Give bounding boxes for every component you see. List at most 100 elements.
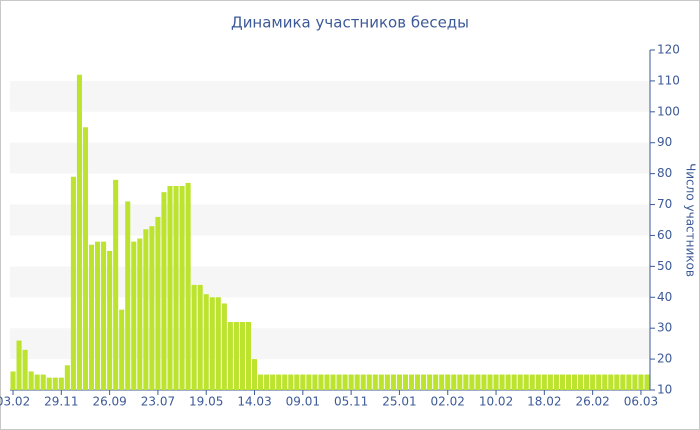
bar bbox=[203, 294, 209, 390]
bar bbox=[493, 374, 499, 390]
x-tick-label: 10.02 bbox=[479, 395, 513, 409]
bar bbox=[82, 127, 89, 390]
bar bbox=[427, 374, 433, 390]
y-tick-label: 70 bbox=[657, 197, 672, 211]
bar bbox=[553, 374, 559, 390]
bar bbox=[155, 216, 161, 390]
y-tick-label: 120 bbox=[657, 43, 680, 57]
bar bbox=[547, 374, 553, 390]
bar bbox=[463, 374, 469, 390]
bar bbox=[179, 186, 185, 390]
y-tick-label: 60 bbox=[657, 228, 672, 242]
grid-band bbox=[10, 142, 650, 174]
bar bbox=[288, 374, 294, 390]
x-tick-label: 14.03 bbox=[237, 395, 271, 409]
y-tick-label: 10 bbox=[657, 383, 672, 397]
y-tick-label: 40 bbox=[657, 290, 672, 304]
x-tick-label: 26.02 bbox=[575, 395, 609, 409]
bar bbox=[64, 365, 70, 390]
bar bbox=[360, 374, 366, 390]
bar bbox=[185, 182, 191, 390]
bar bbox=[445, 374, 451, 390]
bar bbox=[137, 238, 143, 390]
bar bbox=[143, 229, 149, 390]
bar bbox=[209, 297, 215, 390]
bar bbox=[396, 374, 402, 390]
bar bbox=[125, 201, 131, 390]
bar bbox=[433, 374, 439, 390]
bar bbox=[602, 374, 608, 390]
bar bbox=[197, 284, 203, 390]
bar bbox=[312, 374, 318, 390]
bar bbox=[58, 377, 64, 390]
bar bbox=[251, 359, 258, 390]
bar bbox=[264, 374, 270, 390]
bar bbox=[107, 250, 113, 390]
bar bbox=[638, 374, 644, 390]
bar bbox=[300, 374, 306, 390]
bar bbox=[318, 374, 324, 390]
bar bbox=[227, 322, 233, 390]
bar bbox=[131, 241, 137, 390]
bar bbox=[511, 374, 517, 390]
y-tick-label: 90 bbox=[657, 135, 672, 149]
bar bbox=[16, 340, 22, 390]
bar bbox=[276, 374, 282, 390]
bar bbox=[469, 374, 475, 390]
bar bbox=[167, 186, 173, 390]
bar bbox=[10, 371, 16, 390]
bar bbox=[221, 303, 227, 390]
bar bbox=[239, 322, 245, 390]
bar bbox=[608, 374, 614, 390]
bar bbox=[245, 322, 252, 390]
x-tick-label: 26.09 bbox=[92, 395, 126, 409]
bar bbox=[439, 374, 445, 390]
bar bbox=[52, 377, 58, 390]
bar bbox=[559, 374, 565, 390]
bar bbox=[475, 374, 481, 390]
bar bbox=[372, 374, 378, 390]
y-tick-label: 20 bbox=[657, 352, 672, 366]
bar bbox=[408, 374, 415, 390]
bar bbox=[282, 374, 288, 390]
bar bbox=[571, 374, 578, 390]
bar bbox=[644, 374, 650, 390]
bar bbox=[390, 374, 396, 390]
bar bbox=[354, 374, 360, 390]
bar bbox=[402, 374, 409, 390]
x-tick-label: 03.02 bbox=[0, 395, 30, 409]
bar bbox=[523, 374, 529, 390]
bar bbox=[161, 192, 167, 390]
bar bbox=[88, 244, 95, 390]
bar bbox=[590, 374, 596, 390]
bar bbox=[614, 374, 620, 390]
bar bbox=[535, 374, 541, 390]
y-tick-label: 80 bbox=[657, 166, 672, 180]
grid-band bbox=[10, 80, 650, 112]
x-tick-label: 02.02 bbox=[431, 395, 465, 409]
bar bbox=[596, 374, 602, 390]
bar bbox=[113, 179, 119, 390]
bar bbox=[70, 176, 76, 390]
bar bbox=[330, 374, 336, 390]
bar bbox=[348, 374, 354, 390]
x-tick-label: 23.07 bbox=[141, 395, 175, 409]
bar bbox=[34, 374, 40, 390]
bar bbox=[101, 241, 107, 390]
y-axis-label: Число участников bbox=[684, 163, 698, 277]
bar bbox=[481, 374, 487, 390]
bar bbox=[565, 374, 572, 390]
bar bbox=[378, 374, 384, 390]
bar bbox=[258, 374, 264, 390]
bar bbox=[119, 309, 125, 390]
bar bbox=[324, 374, 330, 390]
bar bbox=[233, 322, 239, 390]
bar bbox=[505, 374, 511, 390]
bar bbox=[457, 374, 463, 390]
bar bbox=[215, 297, 221, 390]
bar bbox=[499, 374, 505, 390]
bar bbox=[578, 374, 584, 390]
bar bbox=[620, 374, 626, 390]
x-tick-label: 25.01 bbox=[382, 395, 416, 409]
